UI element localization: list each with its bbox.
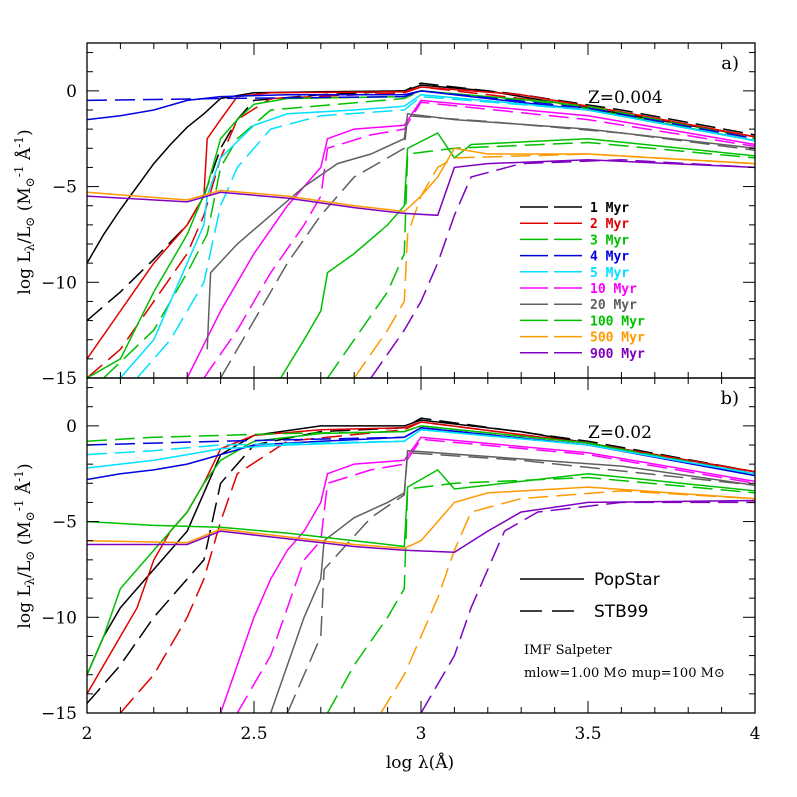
series-stb99-10-myr xyxy=(203,101,755,378)
series-popstar-20-myr xyxy=(206,112,755,350)
series-popstar-20-myr xyxy=(269,449,755,713)
y-tick-label: −5 xyxy=(52,513,77,533)
series-stb99-1-myr xyxy=(87,417,755,704)
x-tick-label: 3 xyxy=(416,724,427,744)
series-stb99-5-myr xyxy=(136,95,755,378)
series-popstar-3-myr xyxy=(87,90,755,378)
series-popstar-100-myr xyxy=(280,132,755,378)
x-tick-label: 2 xyxy=(82,724,93,744)
series-stb99-500-myr xyxy=(380,490,755,713)
series-stb99-900-myr xyxy=(420,501,755,713)
series-popstar-100-myr xyxy=(87,468,755,548)
y-axis-label-a: log Lλ/L⊙ (M⊙-1 Å-1) xyxy=(12,129,37,294)
legend-entry-label: 2 Myr xyxy=(590,217,629,232)
series-stb99-2-myr xyxy=(87,86,755,378)
y-tick-label: −5 xyxy=(52,178,77,198)
y-tick-label: 0 xyxy=(66,82,77,102)
legend-entry-label: 20 Myr xyxy=(590,298,637,313)
panel-label: b) xyxy=(720,388,739,409)
panel-label: a) xyxy=(721,53,739,74)
legend-entry-label: 10 Myr xyxy=(590,282,637,297)
series-stb99-100-myr xyxy=(326,141,755,378)
series-stb99-10-myr xyxy=(236,438,755,713)
series-stb99-500-myr xyxy=(353,153,755,378)
series-stb99-3-myr xyxy=(103,90,755,378)
metallicity-label: Z=0.02 xyxy=(588,423,652,443)
series-popstar-4-myr xyxy=(87,90,755,142)
series-stb99-20-myr xyxy=(286,451,755,713)
series-popstar-2-myr xyxy=(87,86,755,360)
series-stb99-100-myr xyxy=(326,476,755,713)
series-popstar-10-myr xyxy=(219,436,755,713)
x-tick-label: 4 xyxy=(750,724,761,744)
series-popstar-2-myr xyxy=(87,421,755,695)
series-popstar-3-myr xyxy=(87,425,755,675)
series-popstar-500-myr xyxy=(87,147,755,213)
metallicity-label: Z=0.004 xyxy=(588,88,663,108)
x-axis-label: log λ(Å) xyxy=(386,752,454,773)
legend-entry-label: 900 Myr xyxy=(590,347,645,362)
series-popstar-900-myr xyxy=(87,499,755,553)
series-stb99-20-myr xyxy=(219,114,755,378)
series-popstar-900-myr xyxy=(87,159,755,217)
x-tick-label: 3.5 xyxy=(574,724,601,744)
legend-entry-label: 3 Myr xyxy=(590,233,629,248)
series-popstar-10-myr xyxy=(186,99,755,378)
y-tick-label: −10 xyxy=(41,273,77,293)
panel-b: 0 −5 −10 −152 2.5 3 3.5 4 b) Z=0.02 PopStar STB99 IM… xyxy=(41,377,761,744)
legend-entry-label: 1 Myr xyxy=(590,201,629,216)
series-popstar-1-myr xyxy=(87,84,755,264)
y-tick-label: −10 xyxy=(41,608,77,628)
x-tick-label: 2.5 xyxy=(240,724,267,744)
series-stb99-4-myr xyxy=(87,90,755,140)
series-group xyxy=(87,82,755,378)
series-popstar-5-myr xyxy=(119,93,755,378)
legend-entry-label: 100 Myr xyxy=(590,314,645,329)
series-popstar-4-myr xyxy=(87,427,755,481)
imf-note-line-1: IMF Salpeter xyxy=(524,643,612,658)
legend-entry-label: 500 Myr xyxy=(590,331,645,346)
legend-entry-label: 5 Myr xyxy=(590,266,629,281)
series-stb99-900-myr xyxy=(370,159,755,378)
y-tick-label: 0 xyxy=(66,417,77,437)
series-popstar-500-myr xyxy=(87,486,755,550)
series-group xyxy=(87,417,755,713)
legend-popstar-label: PopStar xyxy=(594,570,660,590)
imf-note-line-2: mlow=1.00 M⊙ mup=100 M⊙ xyxy=(524,666,725,681)
legend-entry-label: 4 Myr xyxy=(590,250,629,265)
y-tick-label: −15 xyxy=(41,704,77,724)
y-axis-label-b: log Lλ/L⊙ (M⊙-1 Å-1) xyxy=(12,463,37,628)
y-tick-label: −15 xyxy=(41,369,77,389)
legend-stb99-label: STB99 xyxy=(594,602,648,622)
series-popstar-5-myr xyxy=(87,428,755,475)
